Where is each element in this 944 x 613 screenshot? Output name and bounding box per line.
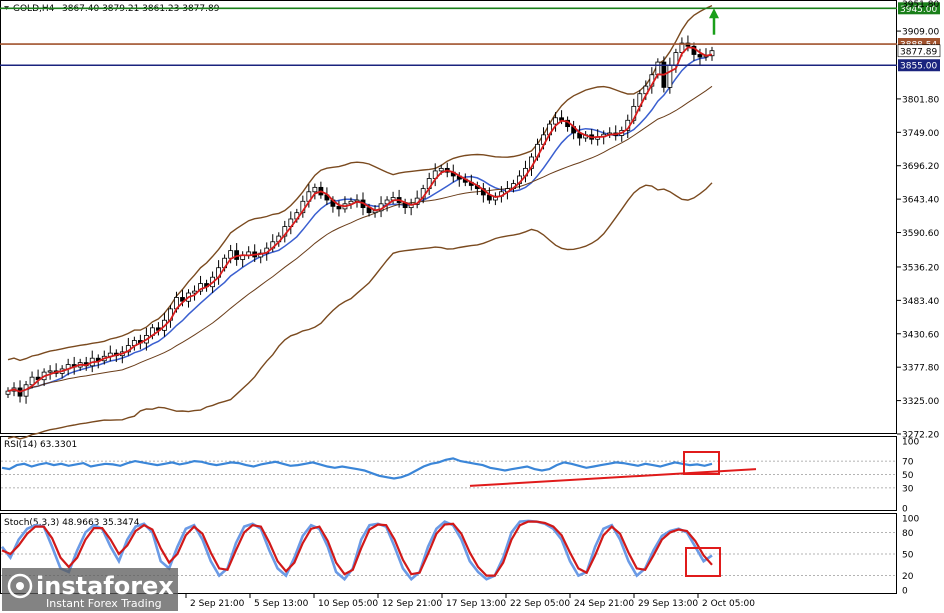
candle-body [198,283,203,292]
y-tick-label: 3430.60 [902,330,939,340]
rsi-tick-label: 50 [902,471,914,481]
x-tick-label: 24 Sep 21:00 [574,599,634,609]
stoch-highlight-box [685,547,721,577]
band-lower-line [7,182,713,440]
rsi-panel-marks [1,451,896,489]
x-tick-label: 12 Sep 21:00 [382,599,442,609]
rsi-line [1,457,713,480]
x-tick-label: 10 Sep 05:00 [318,599,378,609]
candle-body [47,370,53,373]
candle-body [697,54,703,58]
y-tick-label: 3696.20 [902,162,939,172]
rsi-panel-frame [0,436,897,511]
candle-body [655,61,661,76]
stoch-tick-label: 80 [902,529,914,539]
y-tick-label: 3749.00 [902,129,939,139]
ma-fast-line [7,46,713,393]
rsi-highlight-box [683,451,720,475]
level-tag [898,59,940,72]
y-tick-label: 3325.00 [902,397,939,407]
stoch-main-line [0,519,713,582]
level-tag-label: 3855.00 [900,62,937,72]
y-tick-label: 3272.20 [902,431,939,441]
watermark-logo-icon [7,573,33,599]
y-tick-label: 3536.20 [902,263,939,273]
target-arrow-head-icon [709,8,719,19]
x-tick-label: 2 Sep 21:00 [190,599,245,609]
y-tick-top: 3951.80 [902,0,939,10]
rsi-tick-label: 70 [902,458,914,468]
y-tick-label: 3801.80 [902,95,939,105]
main-panel-marks [0,4,897,440]
level-tag-label: 3945.00 [900,5,937,15]
rsi-title: RSI(14) 63.3301 [4,440,77,450]
y-tick-label: 3590.60 [902,229,939,239]
stoch-title: Stoch(5,3,3) 48.9663 35.3474 [4,518,140,528]
band-middle-line [7,85,713,393]
last-price-tag [897,44,941,58]
watermark: instaforex Instant Forex Trading [2,568,178,611]
candle-body [709,50,715,57]
stoch-tick-label: 100 [902,515,919,525]
stoch-tick-label: 50 [902,551,914,561]
x-tick-label: 29 Sep 13:00 [638,599,698,609]
y-tick-label: 3377.80 [902,364,939,374]
x-tick-label: 2 Oct 05:00 [702,599,755,609]
stoch-signal-line [1,520,713,577]
candle-body [553,117,558,125]
last-price-label: 3877.89 [900,47,937,57]
main-panel-frame [0,0,897,434]
candle-body [29,376,35,386]
candle-body [438,167,444,172]
x-tick-label: 5 Sep 13:00 [254,599,309,609]
candle-body [180,297,185,302]
candle-body [312,186,318,193]
stoch-tick-label: 0 [902,587,908,597]
watermark-tagline: Instant Forex Trading [46,597,162,610]
candle-body [228,250,234,259]
axes-labels: 3945.003888.543855.003877.893951.803909.… [185,0,941,609]
band-upper-line [7,4,713,362]
rsi-trendline [469,468,757,487]
x-tick-label: 22 Sep 05:00 [510,599,570,609]
y-tick-label: 3643.40 [902,196,939,206]
stoch-tick-label: 20 [902,572,914,582]
y-tick-label: 3909.00 [902,28,939,38]
rsi-tick-label: 30 [902,484,914,494]
x-tick-label: 17 Sep 13:00 [446,599,506,609]
candle-body [336,205,342,210]
y-tick-label: 3483.40 [902,297,939,307]
rsi-tick-label: 100 [902,438,919,448]
candle-body [667,64,673,88]
level-tag [898,2,940,15]
watermark-brand: instaforex [36,572,174,600]
rsi-tick-label: 0 [902,505,908,515]
candle-body [5,390,11,395]
